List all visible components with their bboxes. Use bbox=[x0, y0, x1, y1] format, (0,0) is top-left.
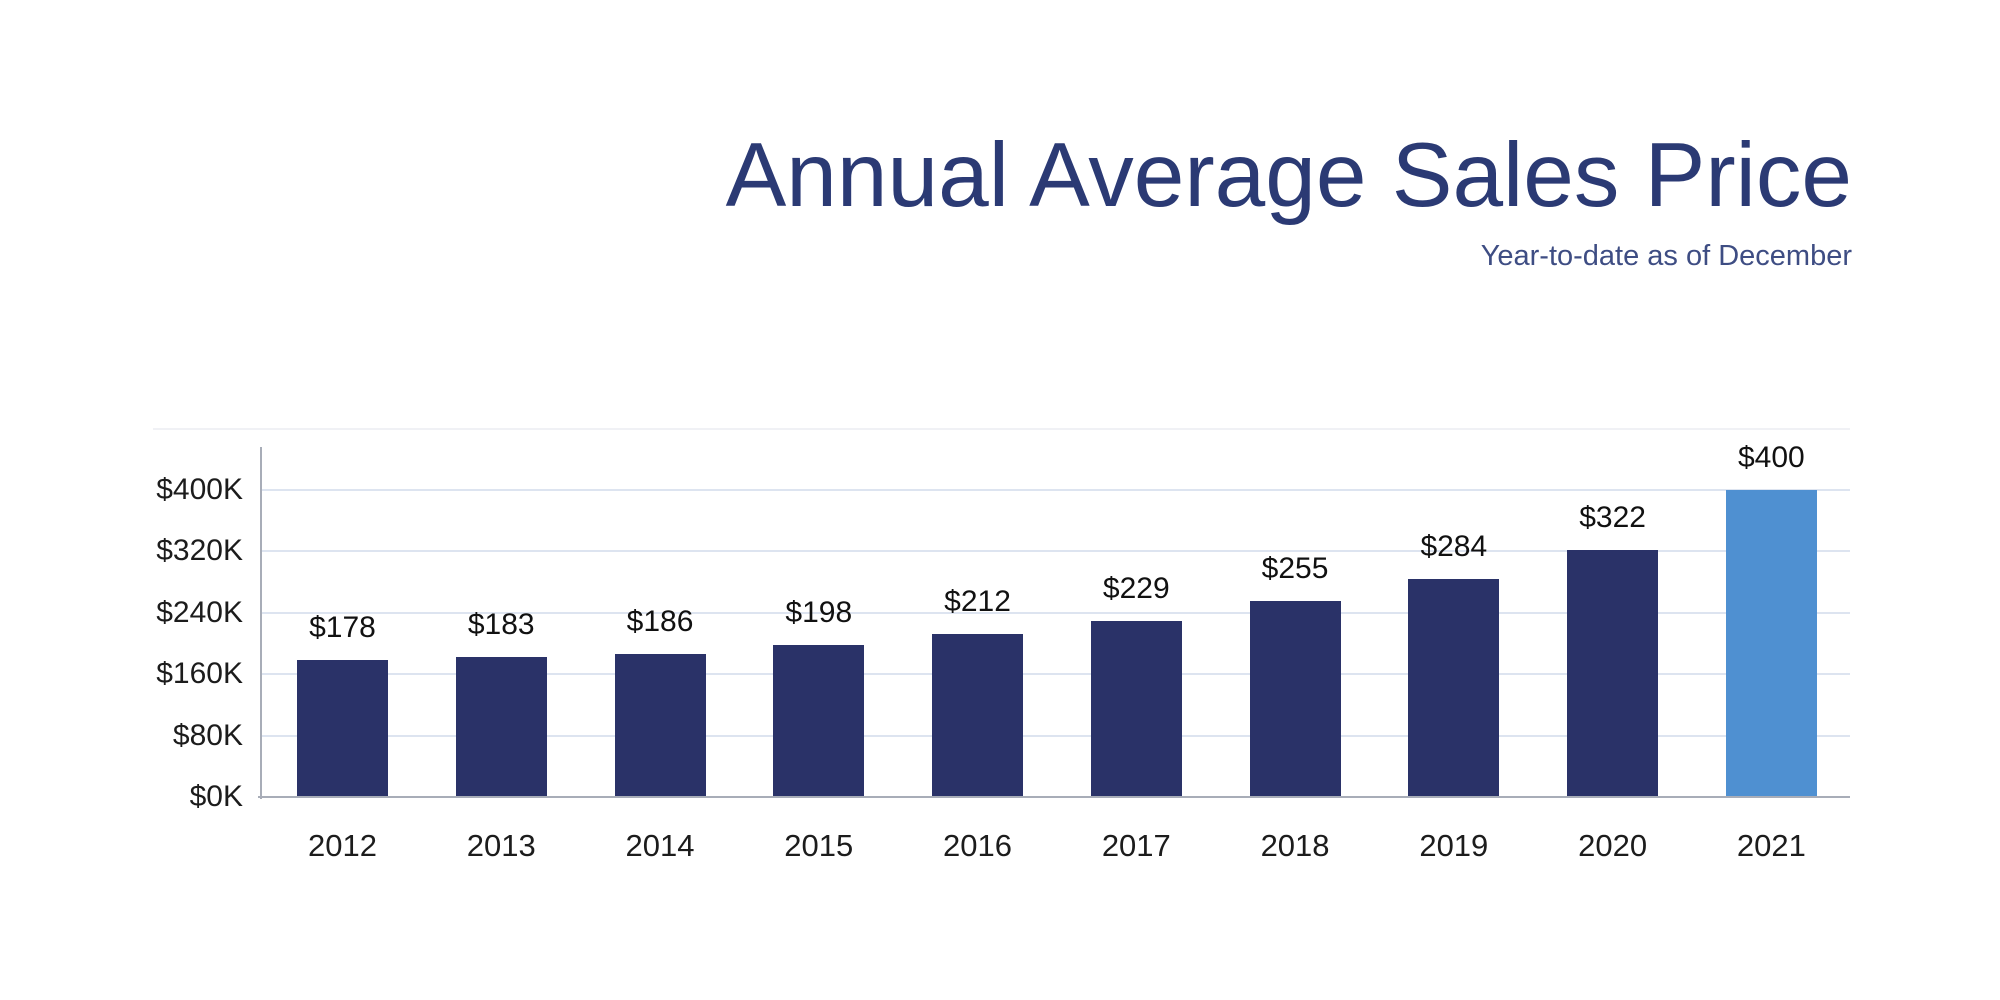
y-tick-label: $160K bbox=[156, 657, 243, 691]
bar-value-label-2016: $212 bbox=[944, 585, 1011, 619]
bar-2016 bbox=[932, 634, 1024, 797]
x-axis-line bbox=[258, 796, 1850, 798]
bar-value-label-2020: $322 bbox=[1579, 500, 1646, 534]
gridline-80k bbox=[261, 734, 1850, 737]
bar-2020 bbox=[1567, 549, 1659, 797]
bar-value-label-2017: $229 bbox=[1102, 572, 1170, 606]
bar-value-label-2015: $198 bbox=[785, 596, 853, 630]
gridline-400k bbox=[261, 489, 1850, 491]
bar-value-label-2019: $284 bbox=[1420, 530, 1488, 564]
bar-value-label-2014: $186 bbox=[626, 605, 694, 639]
y-tick-label: $240K bbox=[156, 595, 243, 629]
plot-area-top-border bbox=[153, 428, 1850, 430]
bar-2014 bbox=[614, 654, 706, 797]
y-tick-label: $0K bbox=[189, 780, 243, 813]
chart-subtitle: Year-to-date as of December bbox=[1480, 240, 1852, 272]
x-tick-label-2020: 2020 bbox=[1578, 828, 1648, 863]
x-tick-label-2014: 2014 bbox=[625, 828, 695, 863]
x-tick-label-2015: 2015 bbox=[784, 828, 854, 863]
bar-2021 bbox=[1725, 490, 1817, 797]
gridline-240k bbox=[261, 611, 1850, 614]
x-tick-label-2017: 2017 bbox=[1101, 828, 1171, 863]
bar-2013 bbox=[455, 656, 547, 797]
x-tick-label-2013: 2013 bbox=[466, 828, 536, 863]
x-tick-label-2016: 2016 bbox=[943, 828, 1013, 863]
bar-2019 bbox=[1408, 579, 1500, 797]
bar-2012 bbox=[297, 660, 388, 797]
bar-2015 bbox=[773, 645, 865, 797]
bar-value-label-2018: $255 bbox=[1261, 552, 1329, 586]
y-tick-label: $80K bbox=[172, 718, 243, 752]
bar-value-label-2021: $400 bbox=[1737, 441, 1805, 474]
x-tick-label-2012: 2012 bbox=[308, 828, 377, 863]
bar-2017 bbox=[1090, 621, 1182, 797]
y-tick-label: $320K bbox=[156, 534, 243, 568]
x-tick-label-2018: 2018 bbox=[1260, 828, 1330, 863]
bar-2018 bbox=[1249, 601, 1341, 797]
chart-title: Annual Average Sales Price bbox=[725, 125, 1852, 226]
x-tick-label-2019: 2019 bbox=[1419, 828, 1489, 863]
y-tick-label: $400K bbox=[156, 473, 243, 506]
bar-value-label-2012: $178 bbox=[309, 611, 376, 645]
gridline-320k bbox=[261, 550, 1850, 553]
y-axis-line bbox=[260, 447, 262, 799]
x-tick-label-2021: 2021 bbox=[1736, 828, 1806, 863]
bar-value-label-2013: $183 bbox=[467, 607, 535, 641]
gridline-160k bbox=[261, 673, 1850, 676]
